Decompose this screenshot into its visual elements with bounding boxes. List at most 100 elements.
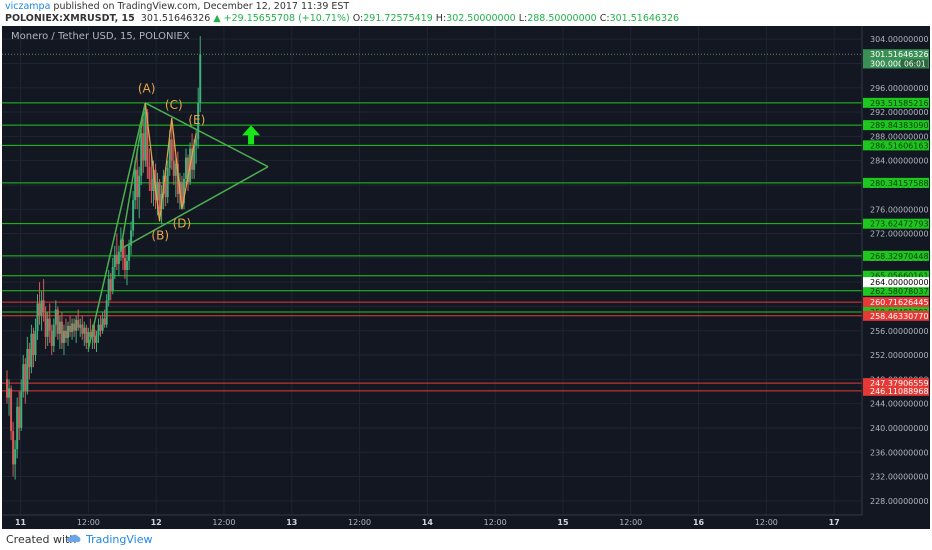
candle-body bbox=[18, 406, 21, 428]
candle-body bbox=[44, 312, 47, 337]
candle-body bbox=[109, 279, 112, 292]
last-price-tag-bg bbox=[863, 49, 929, 60]
red-level-price-tag: 247.37906559 bbox=[870, 379, 929, 388]
level-price-tag-bg bbox=[863, 97, 929, 108]
level-price-tag: 286.51606163 bbox=[870, 141, 929, 150]
candle-body bbox=[52, 324, 55, 346]
candle-body bbox=[95, 335, 98, 343]
y-tick-label: 276.00000000 bbox=[870, 205, 929, 214]
level-price-tag-bg bbox=[863, 250, 929, 261]
x-tick-label: 12:00 bbox=[619, 518, 642, 527]
y-tick-label: 304.00000000 bbox=[870, 35, 929, 44]
candle-body bbox=[46, 318, 49, 337]
candle-body bbox=[75, 319, 78, 331]
candle-body bbox=[34, 330, 37, 356]
high-value: 302.50000000 bbox=[446, 13, 516, 24]
candle-body bbox=[130, 230, 133, 246]
candle-body bbox=[10, 388, 13, 431]
candle-body bbox=[180, 181, 183, 204]
candle-body bbox=[56, 309, 59, 334]
author-link[interactable]: viczampa bbox=[5, 1, 51, 12]
candle-body bbox=[6, 379, 8, 398]
tradingview-brand[interactable]: TradingView bbox=[86, 533, 153, 546]
level-price-tag: 289.84383090 bbox=[870, 121, 929, 130]
candle-body bbox=[121, 239, 124, 258]
candle-body bbox=[176, 163, 179, 195]
triangle-upper-edge[interactable] bbox=[144, 102, 269, 168]
level-price-tag-bg bbox=[863, 285, 929, 296]
x-tick-label: 17 bbox=[829, 518, 840, 527]
red-level-price-tag: 258.46330770 bbox=[870, 312, 929, 321]
candle-body bbox=[144, 112, 147, 161]
symbol-label: POLONIEX:XMRUSDT, 15 bbox=[5, 13, 135, 24]
last-price: 301.51646326 bbox=[140, 13, 211, 24]
change-value: ▲ +29.15655708 (+10.71%) bbox=[213, 13, 350, 24]
level-price-tag: 264.00000000 bbox=[870, 278, 929, 287]
candle-body bbox=[89, 331, 92, 337]
level-price-tag: 262.58078037 bbox=[870, 287, 929, 296]
x-tick-label: 13 bbox=[286, 518, 297, 527]
candle-body bbox=[132, 200, 135, 231]
candle-body bbox=[142, 133, 145, 161]
chart-title: Monero / Tether USD, 15, POLONIEX bbox=[11, 31, 190, 42]
last-price-tag: 301.51646326 bbox=[870, 50, 929, 59]
candle-body bbox=[184, 157, 187, 179]
candle-body bbox=[182, 178, 185, 204]
candle-body bbox=[30, 333, 33, 368]
candle-body bbox=[42, 300, 45, 313]
level-price-tag-bg bbox=[863, 218, 929, 229]
up-arrow-icon[interactable] bbox=[242, 125, 261, 145]
candle-body bbox=[103, 318, 106, 325]
candle-body bbox=[164, 175, 167, 198]
candle-body bbox=[113, 254, 116, 267]
wave-path[interactable] bbox=[144, 102, 197, 222]
price-chart[interactable]: Monero / Tether USD, 15, POLONIEX (A) (B) (… bbox=[2, 26, 930, 529]
candle-body bbox=[152, 169, 155, 192]
y-tick-label: 284.00000000 bbox=[870, 157, 929, 166]
triangle-lower-edge[interactable] bbox=[120, 166, 269, 250]
candle-body bbox=[69, 325, 72, 332]
candle-body bbox=[50, 330, 53, 346]
level-price-tag-bg bbox=[863, 120, 929, 131]
candle-body bbox=[62, 330, 65, 343]
candle-body bbox=[105, 300, 108, 325]
impulse-trend-line[interactable] bbox=[87, 102, 147, 350]
candle-body bbox=[136, 169, 139, 198]
x-tick-label: 16 bbox=[693, 518, 705, 527]
candle-body bbox=[60, 321, 63, 343]
chart-frame[interactable]: Monero / Tether USD, 15, POLONIEX (A) (B) (… bbox=[2, 26, 930, 529]
level-price-tag: 265.05660161 bbox=[870, 272, 929, 281]
wave-label: (A) bbox=[138, 82, 156, 96]
low-value: 288.50000000 bbox=[527, 13, 597, 24]
level-price-tag-bg bbox=[863, 140, 929, 151]
candle-body bbox=[197, 102, 200, 140]
triangle-left-edge[interactable] bbox=[120, 102, 147, 249]
candle-body bbox=[71, 323, 74, 332]
candle-body bbox=[26, 348, 29, 392]
time-axis-bg bbox=[2, 515, 930, 529]
level-price-tag: 273.62472793 bbox=[870, 220, 929, 229]
candle-body bbox=[140, 133, 143, 176]
y-tick-label: 232.00000000 bbox=[870, 473, 929, 482]
candle-body bbox=[134, 169, 137, 201]
candle-body bbox=[20, 391, 23, 428]
candle-body bbox=[99, 324, 102, 331]
candle-body bbox=[14, 449, 17, 465]
candle-body bbox=[187, 157, 190, 182]
level-price-tag-bg bbox=[863, 270, 929, 281]
chart-header: viczampa published on TradingView.com, D… bbox=[0, 0, 932, 26]
candle-body bbox=[54, 309, 57, 325]
x-tick-label: 11 bbox=[15, 518, 27, 527]
level-price-tag-bg bbox=[863, 277, 929, 288]
candle-body bbox=[93, 329, 96, 343]
candle-body bbox=[146, 112, 149, 167]
red-level-price-tag: 260.71626445 bbox=[870, 298, 929, 307]
candle-body bbox=[40, 300, 43, 316]
candle-body bbox=[28, 348, 31, 368]
countdown-badge bbox=[901, 59, 928, 68]
candle-body bbox=[193, 145, 196, 170]
y-tick-label: 244.00000000 bbox=[870, 400, 929, 409]
wave-label: (B) bbox=[151, 229, 169, 243]
x-tick-label: 12:00 bbox=[212, 518, 235, 527]
level-price-tag: 280.34157588 bbox=[870, 179, 929, 188]
